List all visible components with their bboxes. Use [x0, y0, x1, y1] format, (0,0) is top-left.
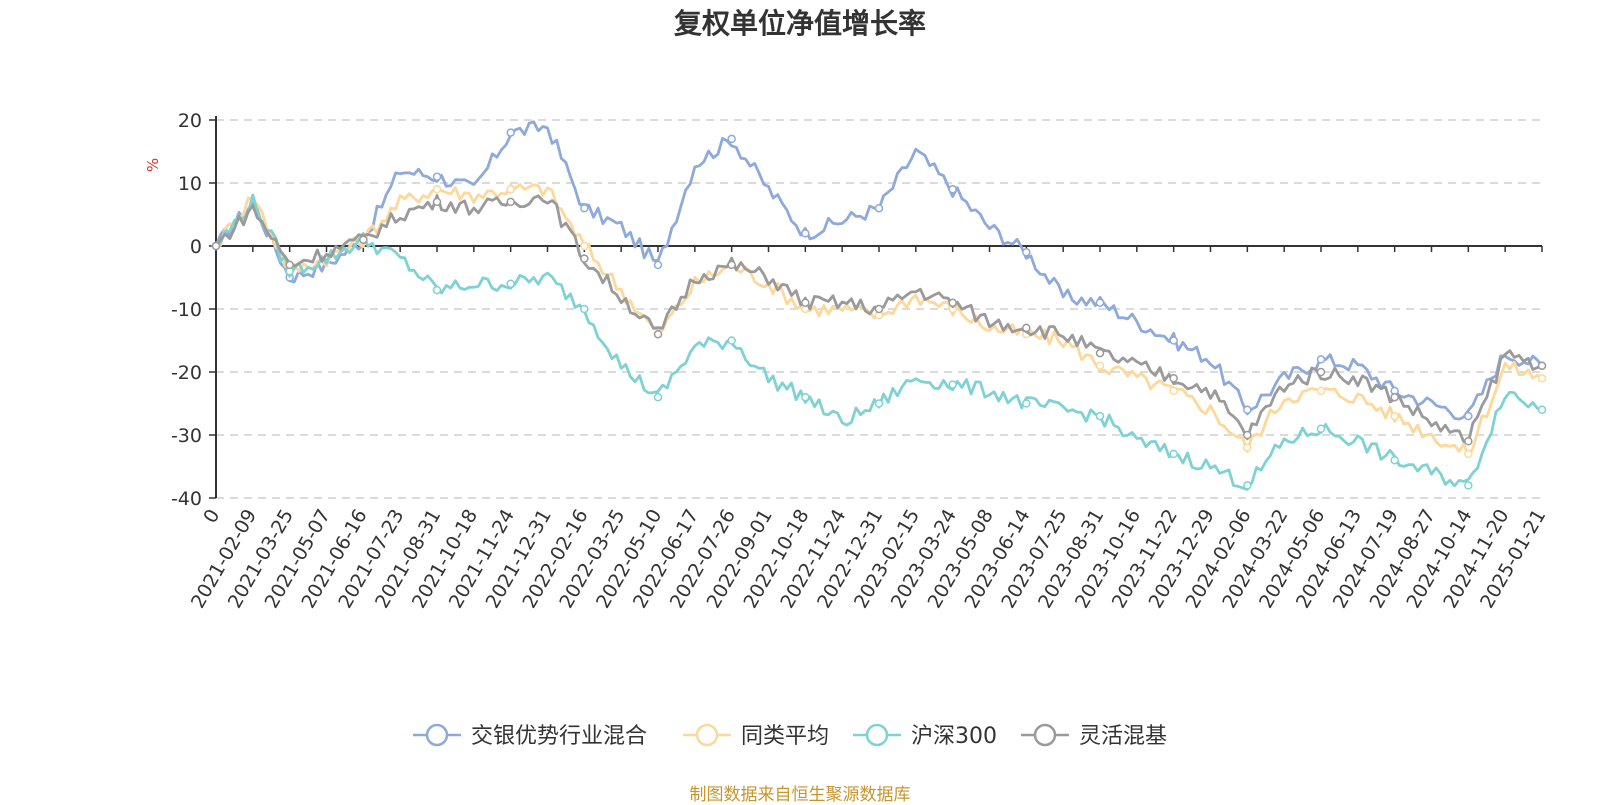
data-point	[1243, 405, 1252, 415]
data-point	[432, 197, 442, 207]
data-point	[1316, 386, 1326, 396]
data-point	[432, 172, 442, 181]
data-point	[432, 185, 442, 194]
data-point	[874, 304, 884, 314]
y-tick-label: -40	[171, 488, 202, 510]
series-line	[215, 193, 1543, 491]
y-tick-label: -30	[171, 425, 202, 447]
data-point	[432, 285, 442, 295]
data-point	[1316, 367, 1326, 377]
data-point	[580, 203, 589, 213]
y-tick-label: -10	[171, 299, 202, 321]
axis-layer: 20100-10-20-30-4002021-02-092021-03-2520…	[171, 110, 1550, 612]
y-tick-label: 0	[190, 236, 202, 258]
data-point	[506, 197, 515, 207]
legend-label: 同类平均	[741, 724, 829, 749]
legend-marker	[425, 723, 449, 747]
data-point	[1390, 455, 1399, 465]
data-point	[1390, 411, 1399, 421]
data-point	[580, 304, 589, 314]
data-point	[1169, 386, 1178, 396]
data-point	[653, 392, 663, 402]
legend-item[interactable]: 灵活混基	[1021, 723, 1167, 749]
source-note: 制图数据来自恒生聚源数据库	[689, 785, 911, 805]
legend-item[interactable]: 同类平均	[683, 723, 829, 749]
data-point	[1095, 348, 1105, 358]
legend-label: 灵活混基	[1079, 724, 1167, 749]
legend-marker	[1033, 723, 1057, 747]
chart-title: 复权单位净值增长率	[673, 7, 926, 40]
data-point	[1464, 437, 1473, 446]
legend-marker	[865, 723, 889, 747]
x-tick-label: 0	[199, 506, 224, 527]
legend-item[interactable]: 沪深300	[853, 723, 997, 749]
data-point	[874, 203, 884, 213]
data-point	[580, 241, 589, 251]
data-point	[727, 260, 736, 270]
data-point	[1464, 411, 1473, 421]
data-point	[948, 380, 957, 389]
data-point	[506, 279, 515, 289]
data-point	[801, 392, 810, 402]
legend-marker	[695, 723, 719, 747]
series-layer	[211, 120, 1547, 491]
data-point	[801, 229, 810, 238]
legend-item[interactable]: 交银优势行业混合	[413, 723, 647, 749]
data-point	[1243, 443, 1252, 452]
legend-label: 沪深300	[911, 724, 997, 749]
data-point	[359, 235, 368, 244]
data-point	[1022, 248, 1031, 257]
series-line	[215, 183, 1543, 458]
data-point	[801, 298, 810, 307]
data-point	[653, 260, 663, 270]
data-point	[874, 399, 884, 408]
data-point	[1464, 449, 1473, 459]
data-point	[1464, 481, 1473, 490]
data-point	[506, 185, 515, 194]
data-point	[1243, 481, 1252, 490]
legend[interactable]: 交银优势行业混合 同类平均 沪深300 灵活混基	[413, 723, 1167, 749]
data-point	[1537, 405, 1547, 415]
data-point	[653, 329, 663, 339]
data-point	[1022, 399, 1031, 408]
data-point	[1537, 374, 1547, 383]
data-point	[1537, 361, 1547, 370]
data-point	[1243, 430, 1252, 440]
data-point	[1316, 424, 1326, 433]
data-point	[506, 128, 515, 137]
data-point	[727, 336, 736, 345]
y-tick-label: -20	[171, 362, 202, 384]
data-point	[1169, 449, 1178, 459]
data-point	[1169, 374, 1178, 383]
data-point	[1390, 392, 1399, 402]
data-point	[1169, 336, 1178, 345]
data-point	[285, 260, 294, 270]
data-point	[948, 298, 957, 307]
data-point	[580, 254, 589, 263]
data-point	[1022, 323, 1031, 333]
data-point	[1095, 361, 1105, 370]
data-point	[211, 241, 221, 251]
data-point	[1316, 355, 1326, 364]
legend-label: 交银优势行业混合	[471, 724, 647, 749]
y-tick-label: 20	[178, 110, 202, 132]
y-axis-unit-label: %	[144, 158, 162, 172]
data-point	[948, 185, 957, 194]
data-point	[1095, 298, 1105, 307]
y-tick-label: 10	[178, 173, 202, 195]
data-point	[1095, 411, 1105, 421]
data-point	[727, 134, 736, 144]
